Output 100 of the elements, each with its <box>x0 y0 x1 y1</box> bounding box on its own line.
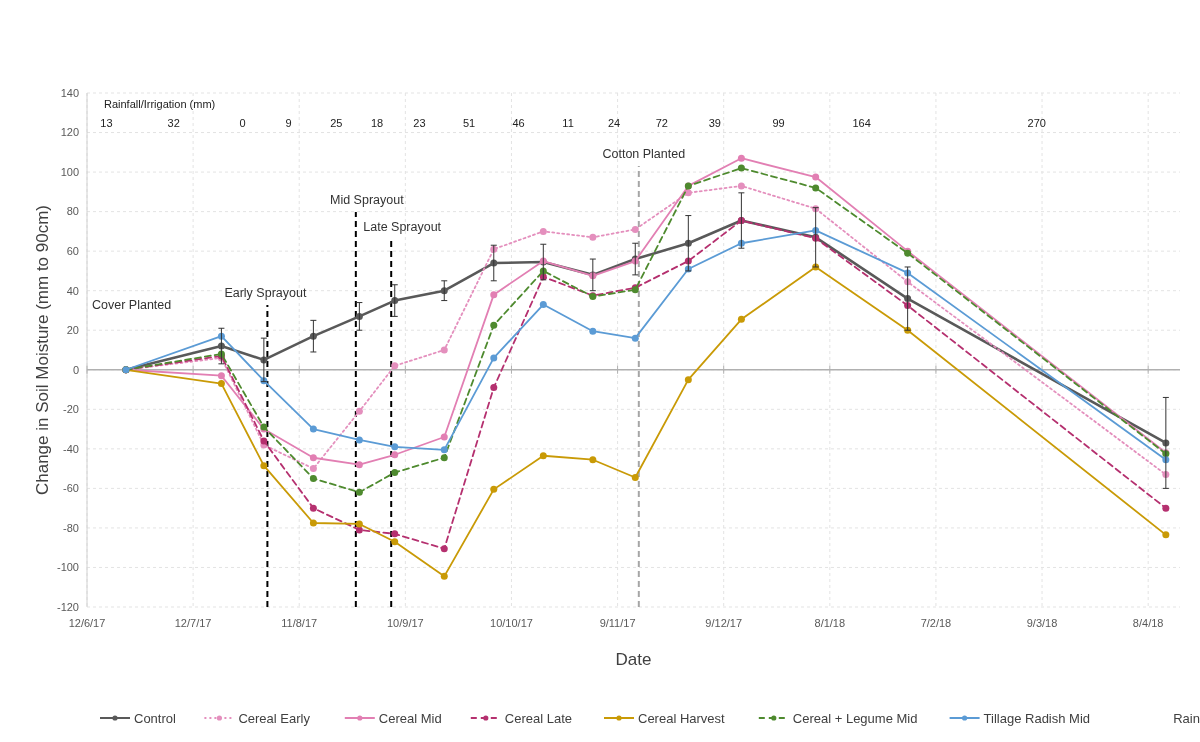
point <box>355 488 363 496</box>
legend-label: Control <box>134 710 177 726</box>
x-tick-label: 8/1/18 <box>814 617 846 629</box>
x-tick-label: 10/9/17 <box>387 617 424 629</box>
point <box>355 436 363 444</box>
annotation: 39 <box>708 117 721 129</box>
legend-label: Cereal Mid <box>378 710 442 726</box>
point <box>539 301 547 309</box>
point <box>391 443 399 451</box>
point <box>684 376 692 384</box>
annotation: 46 <box>512 117 525 129</box>
point <box>812 184 820 192</box>
y-tick-label: 40 <box>66 284 79 297</box>
y-tick-label: 0 <box>72 363 79 376</box>
annotation: 32 <box>167 117 180 129</box>
point <box>631 225 639 233</box>
point <box>355 407 363 415</box>
y-tick-label: 60 <box>66 245 79 257</box>
point <box>309 465 317 473</box>
y-tick-label: 100 <box>60 165 79 178</box>
legend-label: Cereal Harvest <box>638 710 726 726</box>
y-tick-label: 140 <box>60 86 79 99</box>
ref-line-label: Mid Sprayout <box>330 193 405 207</box>
point <box>260 462 268 470</box>
point <box>1162 531 1170 539</box>
point <box>440 346 448 354</box>
point <box>217 380 225 388</box>
point <box>309 454 317 462</box>
y-tick-label: -40 <box>63 442 79 455</box>
point <box>684 189 692 197</box>
ref-line-label: Early Sprayout <box>224 286 307 300</box>
annotation: 18 <box>370 117 384 129</box>
annotation: 0 <box>239 117 246 129</box>
point <box>490 291 498 299</box>
annotation: 11 <box>562 117 574 129</box>
annotation: 13 <box>100 117 113 129</box>
y-tick-label: -60 <box>63 482 79 495</box>
point <box>440 545 448 553</box>
point <box>309 504 317 512</box>
point <box>440 572 448 580</box>
point <box>490 321 498 329</box>
x-axis-title: Date <box>615 650 652 669</box>
point <box>539 227 547 235</box>
annotation: 24 <box>607 117 621 129</box>
annotation: Rainfall/Irrigation (mm) <box>104 98 216 110</box>
point <box>355 461 363 469</box>
point <box>391 451 399 459</box>
point <box>440 446 448 454</box>
point <box>812 173 820 181</box>
point <box>309 519 317 527</box>
point <box>490 485 498 493</box>
x-tick-label: 9/3/18 <box>1026 617 1058 629</box>
legend-label: Tillage Radish Mid <box>983 710 1091 726</box>
annotation: 164 <box>852 117 871 129</box>
x-tick-label: 7/2/18 <box>920 617 952 629</box>
x-tick-label: 9/11/17 <box>599 617 636 629</box>
point <box>440 454 448 462</box>
point <box>737 315 745 323</box>
y-tick-label: 120 <box>60 126 79 139</box>
point <box>490 354 498 362</box>
legend-label: Cereal Early <box>238 710 311 726</box>
legend-label: Cereal + Legume Mid <box>792 710 918 726</box>
point <box>260 437 268 445</box>
annotation: 23 <box>413 117 426 129</box>
point <box>309 425 317 433</box>
point <box>391 530 399 538</box>
x-tick-label: 10/10/17 <box>490 617 533 629</box>
point <box>391 362 399 370</box>
point <box>737 164 745 172</box>
x-tick-label: 12/6/17 <box>68 617 106 629</box>
annotation: 99 <box>772 117 785 129</box>
y-tick-label: -80 <box>63 521 79 534</box>
point <box>440 433 448 441</box>
x-tick-label: 8/4/18 <box>1132 617 1164 629</box>
point <box>589 327 597 335</box>
annotation: 25 <box>330 117 343 129</box>
annotation: 9 <box>285 117 292 129</box>
ref-line-label: Late Sprayout <box>363 220 442 234</box>
point <box>309 475 317 482</box>
text: Rain <box>1173 710 1200 726</box>
point <box>391 538 399 546</box>
point <box>355 520 363 528</box>
x-tick-label: 9/12/17 <box>705 617 743 629</box>
point <box>631 474 639 482</box>
point <box>391 469 399 477</box>
point <box>631 334 639 342</box>
point <box>539 452 547 460</box>
ref-line-label: Cotton Planted <box>602 147 686 161</box>
annotation: 51 <box>462 117 476 129</box>
x-tick-label: 12/7/17 <box>174 617 212 629</box>
y-tick-label: 80 <box>66 205 79 218</box>
point <box>737 182 745 190</box>
point <box>589 456 597 464</box>
annotation: 270 <box>1027 117 1046 129</box>
x-tick-label: 11/8/17 <box>281 617 318 629</box>
annotation: 72 <box>655 117 668 129</box>
point <box>490 384 498 392</box>
point <box>737 154 745 162</box>
legend-label: Cereal Late <box>504 710 573 726</box>
y-tick-label: -100 <box>56 561 79 574</box>
